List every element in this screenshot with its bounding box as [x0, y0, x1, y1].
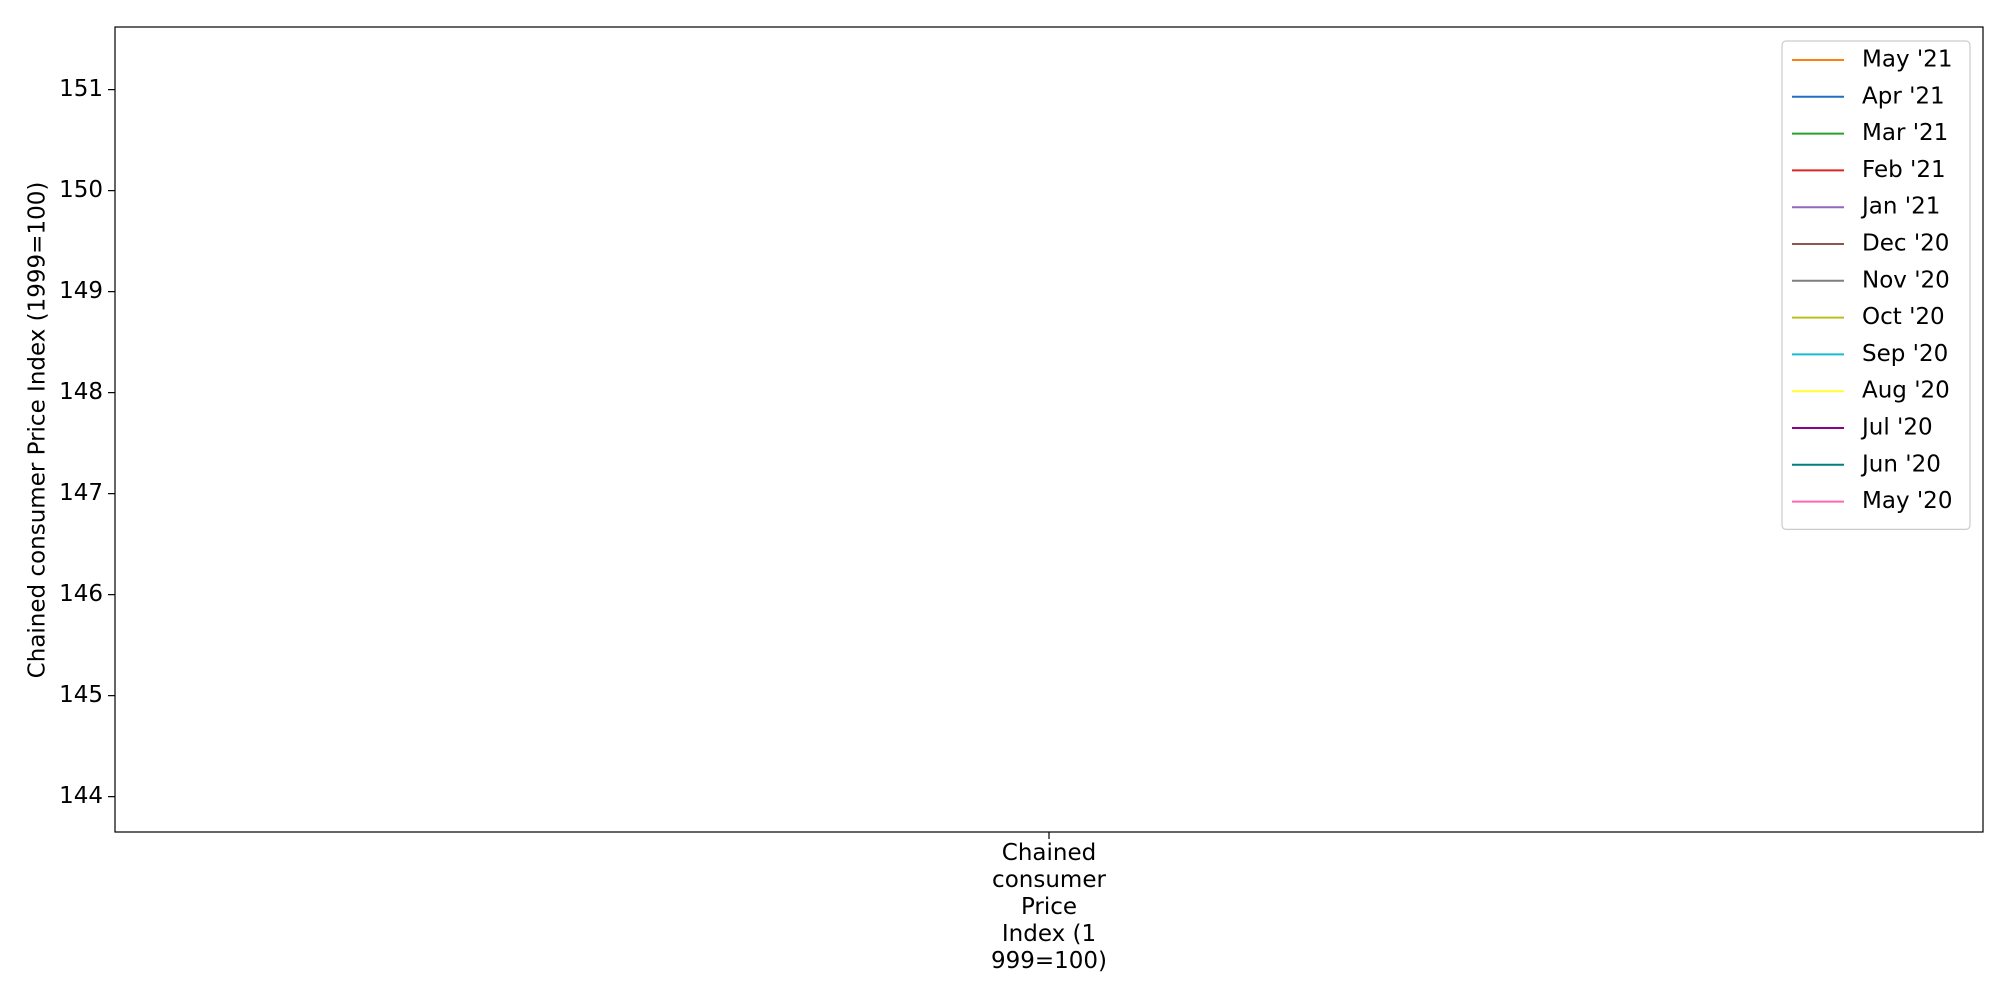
legend-label: Mar '21 [1862, 120, 1948, 146]
y-axis-label: Chained consumer Price Index (1999=100) [25, 182, 51, 679]
legend-label: Aug '20 [1862, 378, 1950, 404]
legend-label: Jul '20 [1860, 415, 1933, 441]
plot-frame [114, 26, 1984, 833]
y-tick-label: 148 [59, 379, 103, 405]
y-tick-label: 147 [59, 480, 103, 506]
legend-box [1781, 40, 1971, 530]
legend-label: Sep '20 [1862, 341, 1948, 367]
y-tick-label: 146 [59, 581, 103, 607]
legend-label: Dec '20 [1862, 231, 1949, 257]
y-tick-label: 149 [59, 278, 103, 304]
legend-label: May '20 [1862, 488, 1952, 514]
y-tick-label: 145 [59, 682, 103, 708]
y-tick-label: 150 [59, 177, 103, 203]
legend-label: Feb '21 [1862, 157, 1946, 183]
legend-label: Oct '20 [1862, 304, 1945, 330]
legend-label: Apr '21 [1862, 83, 1945, 109]
legend-label: Nov '20 [1862, 267, 1950, 293]
y-tick-label: 151 [59, 76, 103, 102]
legend-label: Jun '20 [1860, 451, 1941, 477]
legend-label: Jan '21 [1860, 194, 1940, 220]
y-tick-label: 144 [59, 783, 103, 809]
x-tick-label: Chained consumer Price Index (1 999=100) [990, 840, 1108, 974]
legend-label: May '21 [1862, 47, 1952, 73]
